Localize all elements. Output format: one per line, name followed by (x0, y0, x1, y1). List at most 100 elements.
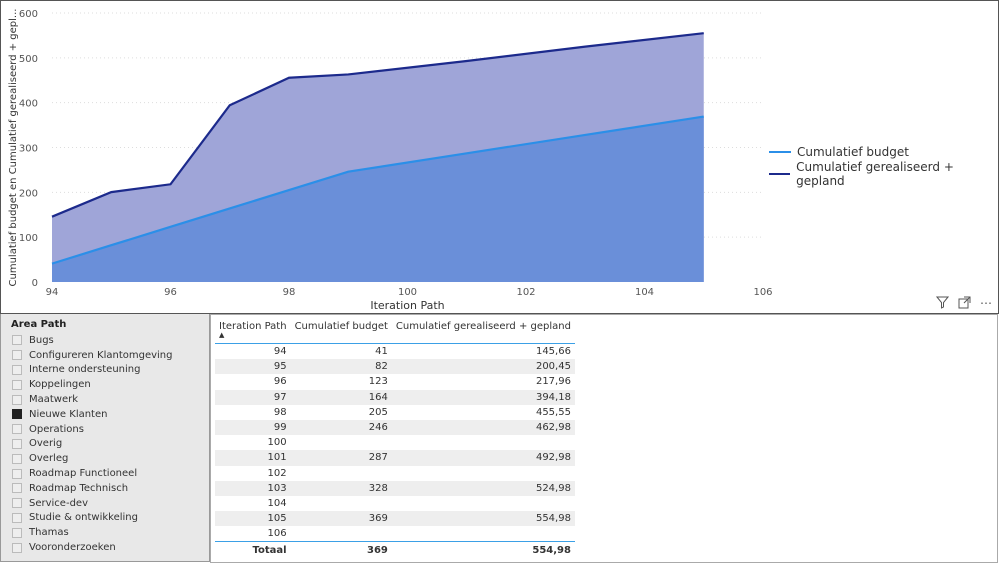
legend-item-realised[interactable]: Cumulatief gerealiseerd + gepland (769, 160, 998, 188)
table-total-cell: 369 (290, 541, 392, 560)
slicer-item-label: Roadmap Functioneel (29, 468, 138, 480)
column-header-realised[interactable]: Cumulatief gerealiseerd + gepland (391, 319, 575, 344)
y-tick-label: 400 (19, 99, 38, 110)
slicer-item[interactable]: Roadmap Functioneel (1, 466, 209, 481)
table-row: 98 205 455,55 (215, 405, 575, 420)
data-table-visual: Iteration Path ▲ Cumulatief budget Cumula… (210, 314, 998, 563)
table-cell: 455,55 (535, 406, 571, 418)
table-cell (291, 435, 392, 450)
table-total-cell: 554,98 (391, 541, 575, 560)
series-line-0 (51, 115, 704, 265)
slicer-checkbox[interactable] (12, 483, 22, 494)
slicer-item[interactable]: Configureren Klantomgeving (1, 348, 209, 363)
slicer-checkbox[interactable] (12, 424, 22, 435)
area-path-slicer: Area Path Bugs Configureren Klantomgeving… (0, 314, 210, 562)
table-cell: 105 (215, 511, 291, 527)
slicer-item-label: Thamas (29, 527, 69, 539)
chart-legend[interactable]: Cumulatief budget Cumulatief gerealiseer… (769, 141, 998, 188)
table-total-row: Totaal 369 554,98 (215, 541, 575, 560)
slicer-item[interactable]: Koppelingen (1, 377, 209, 392)
slicer-item[interactable]: Vooronderzoeken (1, 540, 209, 555)
table-row: 102 (215, 466, 575, 481)
table-cell: 96 (273, 376, 287, 388)
table-cell: 103 (215, 480, 291, 496)
x-tick-label: 94 (46, 287, 59, 298)
series-area-0 (52, 116, 704, 282)
slicer-checkbox[interactable] (12, 468, 22, 479)
table-row: 100 (215, 435, 575, 450)
focus-mode-icon[interactable] (957, 296, 971, 310)
x-axis-label: Iteration Path (370, 299, 444, 312)
table-cell: 104 (267, 497, 287, 509)
slicer-item[interactable]: Nieuwe Klanten (1, 407, 209, 422)
table-cell: 106 (267, 528, 287, 540)
y-tick-label: 0 (32, 278, 38, 289)
slicer-item-label: Overig (29, 438, 63, 450)
table-cell: 164 (290, 389, 392, 405)
table-row: 95 82 200,45 (215, 359, 575, 375)
slicer-checkbox[interactable] (12, 512, 22, 523)
x-tick-label: 106 (753, 287, 772, 298)
table-cell: 200,45 (391, 359, 575, 375)
slicer-checkbox[interactable] (12, 453, 22, 464)
slicer-item-label: Service-dev (29, 497, 88, 509)
slicer-checkbox[interactable] (12, 527, 22, 538)
area-chart-visual[interactable]: 0 100 200 300 400 500 600 94 96 98 100 102 104 106 Ite… (0, 0, 999, 314)
table-total-cell: Totaal (215, 541, 291, 560)
slicer-checkbox[interactable] (12, 409, 22, 420)
table-row: 104 (215, 496, 575, 511)
slicer-item[interactable]: Overleg (1, 451, 209, 466)
slicer-item[interactable]: Thamas (1, 525, 209, 540)
slicer-title: Area Path (11, 319, 67, 330)
table-cell: 102 (267, 467, 287, 479)
series-line-1 (51, 32, 704, 218)
table-cell: 217,96 (535, 376, 571, 388)
slicer-item[interactable]: Overig (1, 437, 209, 452)
table-cell: 100 (267, 437, 287, 449)
y-tick-label: 500 (19, 54, 38, 65)
slicer-checkbox[interactable] (12, 498, 22, 509)
slicer-item[interactable]: Maatwerk (1, 392, 209, 407)
slicer-item-label: Interne ondersteuning (29, 364, 141, 376)
slicer-item[interactable]: Bugs (1, 333, 209, 348)
table-cell: 41 (375, 346, 388, 358)
legend-swatch-realised (769, 173, 791, 175)
slicer-item[interactable]: Service-dev (1, 496, 209, 511)
visual-header-icons: ⋯ (935, 296, 993, 310)
slicer-item[interactable]: Roadmap Technisch (1, 481, 209, 496)
table-cell: 462,98 (391, 419, 575, 436)
slicer-item[interactable]: Studie & ontwikkeling (1, 511, 209, 526)
y-tick-label: 100 (19, 233, 38, 244)
table-cell: 287 (290, 450, 392, 466)
table-cell: 99 (215, 419, 291, 436)
slicer-checkbox[interactable] (12, 350, 22, 361)
x-tick-label: 102 (516, 287, 535, 298)
table-cell: 369 (290, 511, 392, 527)
table-cell: 95 (215, 359, 291, 375)
column-header-budget[interactable]: Cumulatief budget (290, 319, 392, 344)
area-chart: 0 100 200 300 400 500 600 94 96 98 100 102 104 106 Ite… (8, 9, 773, 312)
legend-item-budget[interactable]: Cumulatief budget (769, 141, 998, 163)
column-header-iteration-path[interactable]: Iteration Path ▲ (215, 319, 291, 344)
slicer-checkbox[interactable] (12, 335, 22, 346)
slicer-item[interactable]: Operations (1, 422, 209, 437)
table-cell: 328 (290, 480, 392, 496)
table-cell (392, 496, 575, 511)
slicer-checkbox[interactable] (12, 542, 22, 553)
more-options-icon[interactable]: ⋯ (980, 296, 992, 310)
filter-icon[interactable] (935, 296, 949, 310)
slicer-checkbox[interactable] (12, 394, 22, 405)
table-row: 94 41 145,66 (215, 344, 575, 360)
y-tick-label: 200 (19, 188, 38, 199)
table-row: 103 328 524,98 (215, 480, 575, 496)
slicer-item-label: Maatwerk (29, 394, 79, 406)
slicer-item[interactable]: Interne ondersteuning (1, 363, 209, 378)
slicer-checkbox[interactable] (12, 379, 22, 390)
y-axis-label: Cumulatief budget en Cumulatief gerealis… (8, 9, 19, 287)
legend-swatch-budget (769, 151, 791, 153)
legend-label-budget: Cumulatief budget (797, 145, 909, 159)
table-cell: 246 (290, 419, 392, 436)
slicer-checkbox[interactable] (12, 364, 22, 375)
data-table: Iteration Path ▲ Cumulatief budget Cumula… (215, 319, 575, 560)
slicer-checkbox[interactable] (12, 438, 22, 449)
